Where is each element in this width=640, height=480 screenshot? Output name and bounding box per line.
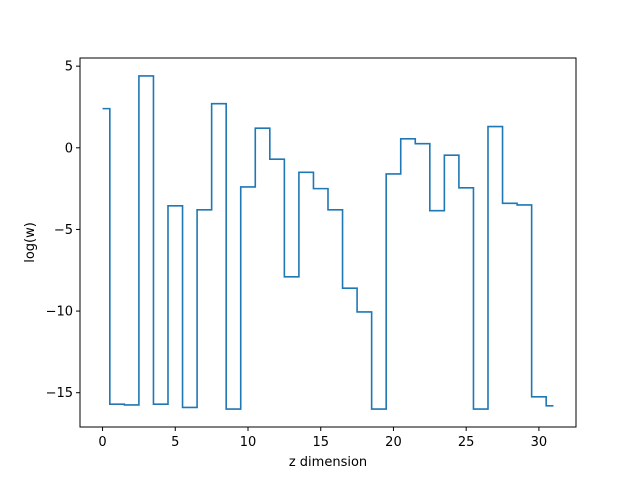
x-tick-label: 15 bbox=[312, 435, 329, 450]
series-layer bbox=[102, 75, 554, 410]
x-axis-label: z dimension bbox=[289, 455, 367, 470]
y-tick-label: −15 bbox=[46, 386, 73, 401]
plot-frame bbox=[79, 57, 577, 428]
y-tick-label: −10 bbox=[46, 305, 73, 320]
y-tick-label: 5 bbox=[65, 60, 73, 75]
y-axis-label: log(w) bbox=[23, 222, 38, 263]
x-tick-label: 30 bbox=[531, 435, 548, 450]
x-tick-label: 25 bbox=[458, 435, 475, 450]
y-tick-label: 0 bbox=[65, 141, 73, 156]
ticks-layer: 0 5 10 15 20 25 30 5 0 −5 −10 −15 bbox=[46, 60, 548, 450]
y-tick-label: −5 bbox=[54, 223, 73, 238]
x-tick-label: 5 bbox=[171, 435, 179, 450]
x-tick-label: 20 bbox=[385, 435, 402, 450]
x-tick-label: 0 bbox=[98, 435, 106, 450]
series-line bbox=[102, 75, 554, 410]
x-tick-label: 10 bbox=[240, 435, 257, 450]
